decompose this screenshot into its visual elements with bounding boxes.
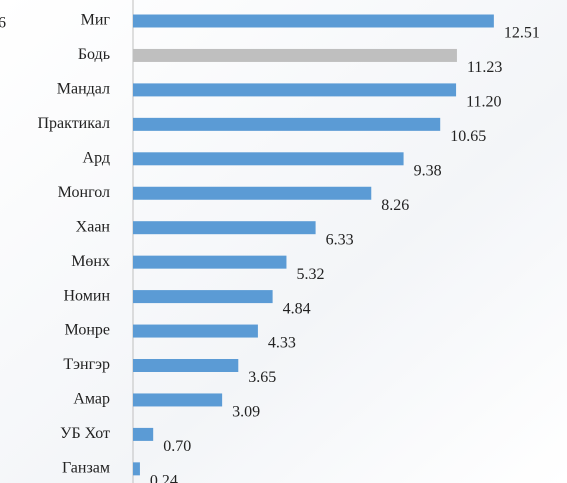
bar <box>133 255 287 269</box>
bar <box>133 186 372 200</box>
bar <box>133 221 316 235</box>
category-label: УБ Хот <box>60 425 110 442</box>
category-label: Монре <box>65 322 111 339</box>
annotation: 6 <box>0 15 6 32</box>
value-label: 8.26 <box>381 197 409 214</box>
value-label: 6.33 <box>326 231 354 248</box>
category-label: Ганзам <box>62 460 110 477</box>
value-label: 11.20 <box>466 94 501 111</box>
bar <box>133 290 273 304</box>
value-label: 0.24 <box>150 473 178 483</box>
value-label: 11.23 <box>467 59 502 76</box>
category-label: Монгол <box>58 184 110 201</box>
bar <box>133 14 494 28</box>
value-label: 0.70 <box>163 438 191 455</box>
bar <box>133 83 457 97</box>
category-label: Номин <box>64 287 111 304</box>
bar <box>133 117 441 131</box>
category-label: Амар <box>73 391 110 408</box>
value-label: 3.09 <box>232 404 260 421</box>
bar <box>133 48 457 62</box>
bar <box>133 152 404 166</box>
category-label: Бодь <box>78 46 110 63</box>
value-label: 12.51 <box>504 25 540 42</box>
bar <box>133 359 239 372</box>
category-label: Мөнх <box>71 253 110 270</box>
value-label: 4.84 <box>283 300 311 317</box>
value-label: 4.33 <box>268 335 296 352</box>
category-label: Миг <box>81 12 111 29</box>
category-label: Тэнгэр <box>63 356 110 373</box>
value-label: 3.65 <box>248 369 276 386</box>
category-label: Хаан <box>76 218 111 235</box>
value-label: 9.38 <box>414 162 442 179</box>
category-label: Практикал <box>37 115 110 132</box>
bar <box>133 427 154 441</box>
value-label: 5.32 <box>296 266 324 283</box>
value-label: 10.65 <box>450 128 486 145</box>
bar <box>133 324 258 338</box>
category-label: Ард <box>83 149 110 166</box>
category-label: Мандал <box>57 81 110 98</box>
bar <box>133 393 223 407</box>
bar <box>133 462 140 476</box>
